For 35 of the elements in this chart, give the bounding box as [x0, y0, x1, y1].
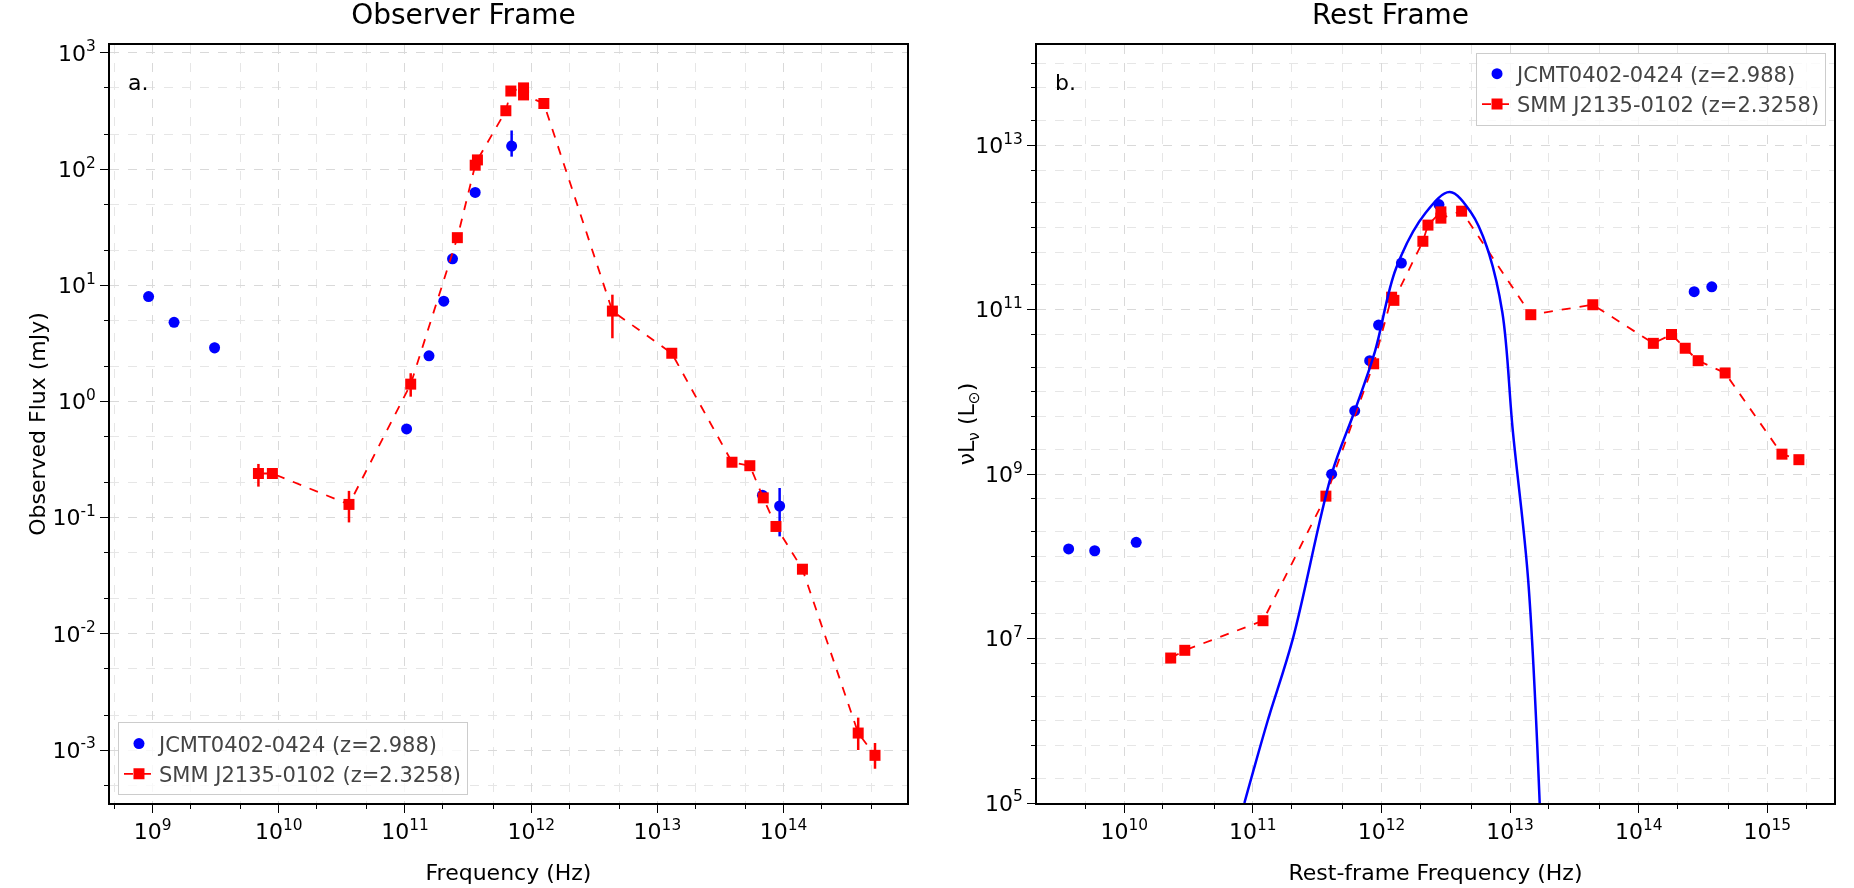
y-tick-label: 10$^{-2}$	[52, 618, 96, 647]
y-tick-label: 10$^{2}$	[58, 153, 96, 182]
x-axis-title: Rest-frame Frequency (Hz)	[1288, 859, 1583, 885]
chart-title: Observer Frame	[351, 0, 576, 32]
y-tick-label: 10$^{0}$	[58, 385, 96, 415]
y-tick-label: 10$^{1}$	[58, 269, 96, 298]
x-tick-label: 10$^{13}$	[1486, 815, 1534, 845]
x-tick-label: 10$^{14}$	[1614, 815, 1663, 845]
x-tick-label: 10$^{9}$	[133, 815, 172, 845]
y-tick-label: 10$^{3}$	[58, 37, 96, 66]
x-tick-label: 10$^{11}$	[1229, 815, 1277, 845]
y-tick-label: 10$^{13}$	[975, 129, 1023, 159]
legend-label: SMM J2135-0102 (z=2.3258)	[158, 763, 462, 788]
x-tick-label: 10$^{15}$	[1743, 815, 1792, 845]
chart-title: Rest Frame	[1311, 0, 1470, 32]
y-tick-label: 10$^{-3}$	[52, 734, 96, 763]
x-tick-label: 10$^{10}$	[1100, 815, 1148, 845]
legend-label: SMM J2135-0102 (z=2.3258)	[1517, 93, 1820, 118]
x-tick-label: 10$^{11}$	[381, 815, 429, 845]
legend-label: JCMT0402-0424 (z=2.988)	[1515, 62, 1796, 87]
y-tick-label: 10$^{5}$	[985, 787, 1023, 816]
x-tick-label: 10$^{12}$	[1357, 815, 1406, 845]
y-axis-title: Observed Flux (mJy)	[25, 312, 51, 536]
y-tick-label: 10$^{11}$	[975, 294, 1023, 323]
y-tick-label: 10$^{7}$	[985, 623, 1023, 652]
legend-label: JCMT0402-0424 (z=2.988)	[156, 732, 438, 757]
x-tick-label: 10$^{13}$	[633, 815, 682, 845]
x-axis-title: Frequency (Hz)	[425, 859, 592, 885]
y-tick-label: 10$^{-1}$	[52, 502, 96, 531]
annotation: a.	[128, 70, 149, 95]
y-tick-label: 10$^{9}$	[985, 458, 1023, 487]
x-tick-label: 10$^{14}$	[759, 815, 808, 845]
x-tick-label: 10$^{10}$	[254, 815, 303, 845]
x-tick-label: 10$^{12}$	[507, 815, 555, 845]
annotation: b.	[1055, 70, 1076, 95]
